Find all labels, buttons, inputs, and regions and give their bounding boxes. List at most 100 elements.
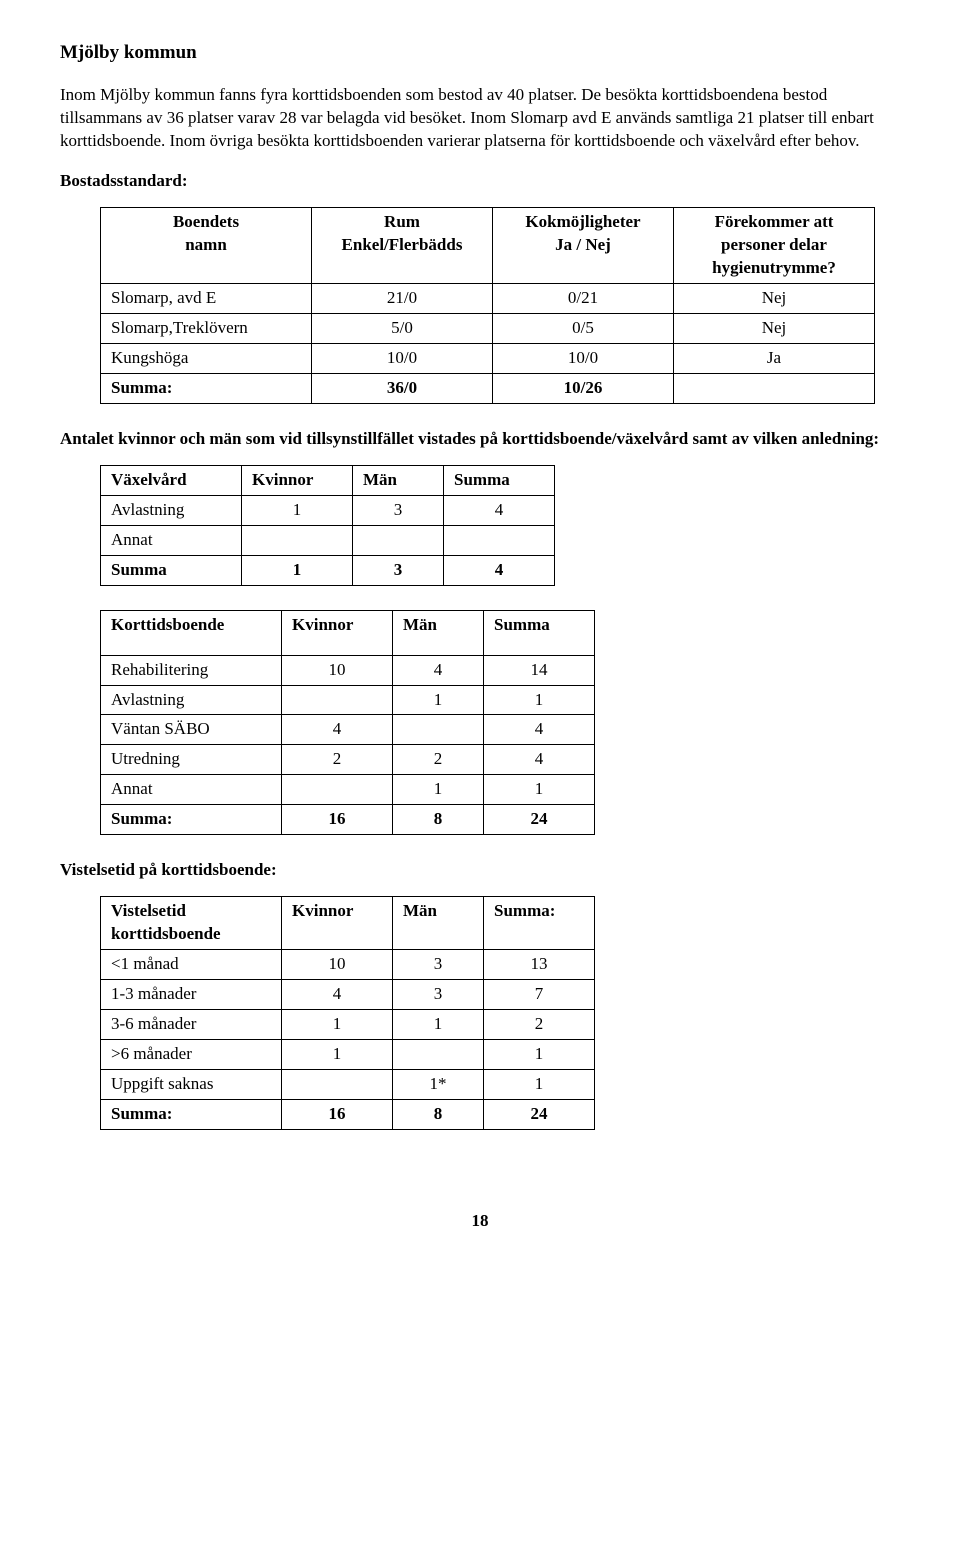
table-cell: Ja [674,344,875,374]
table-cell: 4 [484,715,595,745]
table-cell: Nej [674,314,875,344]
table-row: Rehabilitering10414 [101,655,595,685]
table-cell [393,1039,484,1069]
table-cell [282,685,393,715]
table-cell: Summa: [101,374,312,404]
table-cell: Slomarp,Treklövern [101,314,312,344]
table-cell: 1 [393,1009,484,1039]
table-header: Män [393,610,484,655]
table-cell: 1 [282,1009,393,1039]
table-cell [353,525,444,555]
table-cell: 3-6 månader [101,1009,282,1039]
table-row: Annat [101,525,555,555]
table-cell: 16 [282,1099,393,1129]
table-cell: 4 [393,655,484,685]
table-cell: Nej [674,284,875,314]
table-cell: 4 [282,979,393,1009]
table-cell: 2 [393,745,484,775]
table-cell: Annat [101,775,282,805]
korttidsboende-table: KorttidsboendeKvinnorMänSummaRehabiliter… [100,610,595,836]
table-row: Avlastning11 [101,685,595,715]
table-header: RumEnkel/Flerbädds [312,208,493,284]
table-cell: 1 [242,555,353,585]
table-cell [242,525,353,555]
table-header: KokmöjligheterJa / Nej [493,208,674,284]
bostadsstandard-table: BoendetsnamnRumEnkel/FlerbäddsKokmöjligh… [100,207,875,404]
table-cell [444,525,555,555]
table-cell: 2 [282,745,393,775]
table-sum-row: Summa:36/010/26 [101,374,875,404]
table-cell [282,775,393,805]
table-cell [393,715,484,745]
table-cell: 1 [484,775,595,805]
table-cell [282,1069,393,1099]
table-row: Kungshöga10/010/0Ja [101,344,875,374]
vistelsetid-label: Vistelsetid på korttidsboende: [60,859,900,882]
table-cell: 0/5 [493,314,674,344]
table-header: Växelvård [101,465,242,495]
table-header: Korttidsboende [101,610,282,655]
table-cell: 1 [393,685,484,715]
table-cell: Rehabilitering [101,655,282,685]
table-cell: Annat [101,525,242,555]
table-cell: 3 [393,950,484,980]
table-cell: Slomarp, avd E [101,284,312,314]
table-row: Uppgift saknas1*1 [101,1069,595,1099]
table-cell: 0/21 [493,284,674,314]
table-sum-row: Summa:16824 [101,1099,595,1129]
table-cell: Uppgift saknas [101,1069,282,1099]
table-cell: Kungshöga [101,344,312,374]
table-cell: 10 [282,950,393,980]
table-row: Slomarp,Treklövern5/00/5Nej [101,314,875,344]
table-cell: 24 [484,1099,595,1129]
table-header: Män [353,465,444,495]
intro-paragraph: Inom Mjölby kommun fanns fyra korttidsbo… [60,84,900,153]
table-row: 3-6 månader112 [101,1009,595,1039]
table-cell: 16 [282,805,393,835]
table-sum-row: Summa134 [101,555,555,585]
table-cell: 10/0 [493,344,674,374]
table-cell: 1 [484,1069,595,1099]
table-cell: Utredning [101,745,282,775]
table-cell: 4 [444,495,555,525]
table-cell: 1 [242,495,353,525]
table-row: <1 månad10313 [101,950,595,980]
table-header: Kvinnor [282,897,393,950]
table-header: Boendetsnamn [101,208,312,284]
table-cell: 2 [484,1009,595,1039]
table-cell: 4 [282,715,393,745]
table-cell: 10 [282,655,393,685]
table-header: Förekommer att personer delar hygienutry… [674,208,875,284]
table-cell: Summa: [101,1099,282,1129]
table-cell: Summa: [101,805,282,835]
table-cell: 14 [484,655,595,685]
table-row: 1-3 månader437 [101,979,595,1009]
table-cell: 1 [393,775,484,805]
table-cell: 10/0 [312,344,493,374]
table-header: Summa [484,610,595,655]
table-row: Väntan SÄBO44 [101,715,595,745]
bostadsstandard-label: Bostadsstandard: [60,170,900,193]
table-cell: <1 månad [101,950,282,980]
table-cell: 1-3 månader [101,979,282,1009]
table-header: Kvinnor [282,610,393,655]
vaxelvard-table: VäxelvårdKvinnorMänSummaAvlastning134Ann… [100,465,555,586]
table-cell: 3 [393,979,484,1009]
table-cell: 4 [444,555,555,585]
table-cell: 1 [484,1039,595,1069]
table-cell: 4 [484,745,595,775]
table-cell: Avlastning [101,495,242,525]
table-header: Män [393,897,484,950]
table-header: Vistelsetid korttidsboende [101,897,282,950]
table-cell: 13 [484,950,595,980]
table-cell: Avlastning [101,685,282,715]
table-row: Utredning224 [101,745,595,775]
table-cell: 24 [484,805,595,835]
table-row: Annat 11 [101,775,595,805]
antal-label: Antalet kvinnor och män som vid tillsyns… [60,428,900,451]
table-sum-row: Summa:16824 [101,805,595,835]
table-cell: 5/0 [312,314,493,344]
table-cell: Väntan SÄBO [101,715,282,745]
table-row: Slomarp, avd E21/00/21Nej [101,284,875,314]
table-header: Summa: [484,897,595,950]
